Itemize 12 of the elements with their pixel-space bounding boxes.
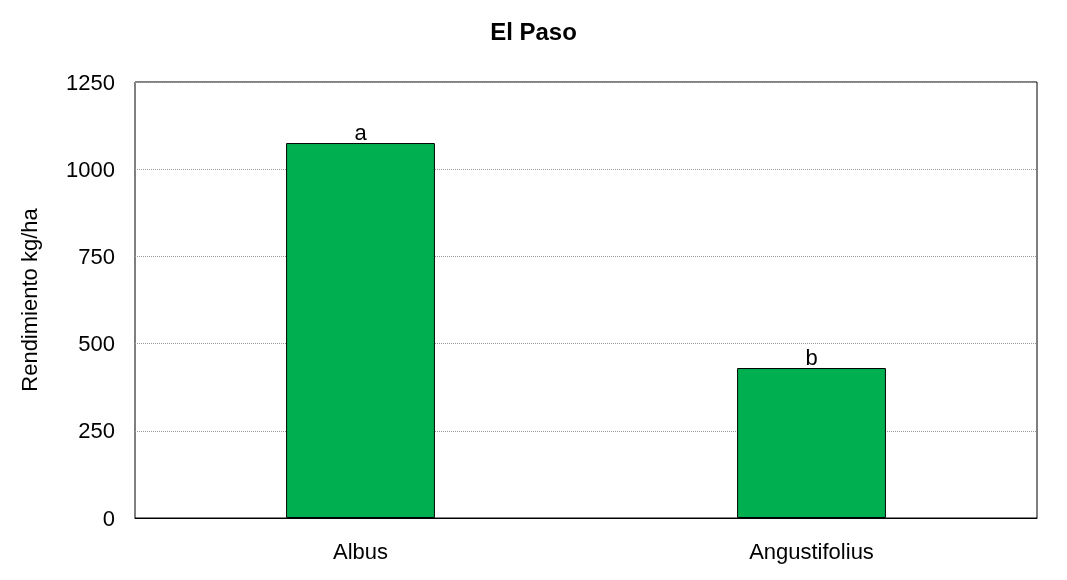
y-axis-title: Rendimiento kg/ha bbox=[16, 207, 42, 392]
y-tick-label: 500 bbox=[78, 331, 115, 357]
annotation: b bbox=[805, 344, 818, 370]
y-tick-label: 1250 bbox=[66, 69, 115, 95]
x-tick-label: Angustifolius bbox=[749, 538, 874, 564]
y-tick-label: 0 bbox=[102, 505, 115, 531]
annotation: a bbox=[354, 119, 368, 145]
x-tick-label: Albus bbox=[332, 538, 389, 564]
chart-title: El Paso bbox=[490, 17, 577, 45]
y-tick-label: 250 bbox=[78, 418, 115, 444]
y-tick-label: 750 bbox=[78, 243, 115, 269]
y-tick-label: 1000 bbox=[66, 156, 115, 182]
